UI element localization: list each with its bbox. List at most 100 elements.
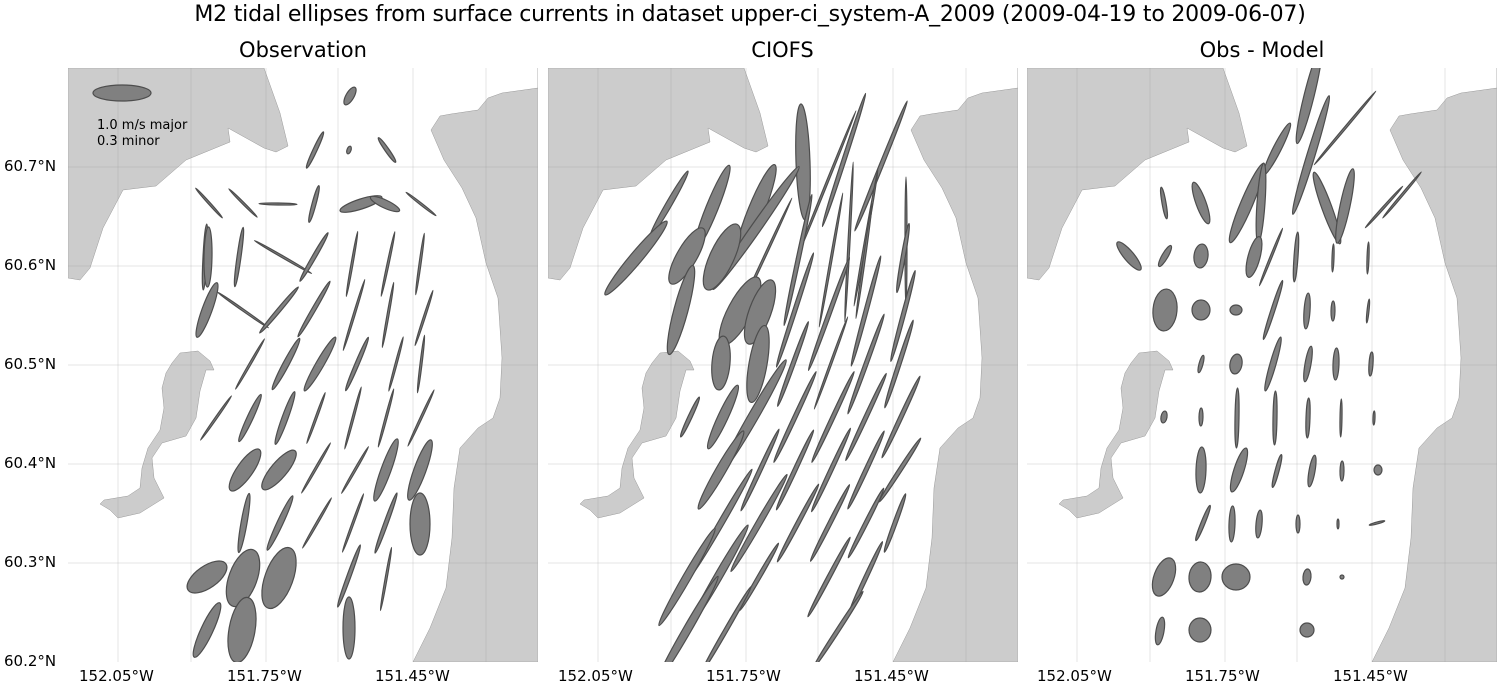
tidal-ellipse (809, 484, 851, 562)
y-tick-60-3: 60.3°N (4, 553, 57, 571)
tidal-ellipse (881, 375, 921, 459)
map-panel-ciofs (548, 68, 1018, 662)
tidal-ellipse (228, 188, 258, 218)
land-island (1058, 350, 1174, 519)
tidal-ellipse (1302, 568, 1312, 586)
tidal-ellipse (233, 226, 245, 288)
tidal-ellipse (884, 319, 914, 409)
tidal-ellipse (195, 282, 219, 338)
panel-title-obs-minus-model: Obs - Model (1199, 38, 1325, 62)
land-northwest (68, 68, 289, 281)
tidal-ellipse (203, 226, 213, 288)
x-tick-152-05-p2: 152.05°W (558, 667, 633, 685)
tidal-ellipse (1339, 574, 1345, 580)
tidal-ellipse (706, 384, 740, 450)
tidal-ellipse (1116, 241, 1142, 271)
x-tick-151-75-p1: 151.75°W (227, 667, 302, 685)
tidal-ellipse (194, 187, 224, 219)
tidal-ellipse (1313, 90, 1377, 166)
legend-ellipse (92, 84, 152, 102)
tidal-ellipse (369, 195, 401, 213)
tidal-ellipse (258, 202, 298, 206)
tidal-ellipse (775, 252, 815, 368)
tidal-ellipse (658, 527, 716, 627)
tidal-ellipse (1151, 557, 1177, 597)
tidal-ellipse (259, 286, 299, 334)
tidal-ellipse (253, 239, 313, 275)
y-tick-60-5: 60.5°N (4, 355, 57, 373)
tidal-ellipse (199, 395, 233, 441)
y-tick-60-4: 60.4°N (4, 454, 57, 472)
tidal-ellipse (299, 232, 329, 282)
tidal-ellipse (305, 131, 325, 169)
tidal-ellipse (1160, 410, 1168, 424)
tidal-ellipse (388, 336, 404, 392)
tidal-ellipse (1272, 390, 1278, 446)
figure-title: M2 tidal ellipses from surface currents … (194, 2, 1306, 27)
tidal-ellipse (811, 371, 855, 463)
tidal-ellipse (883, 493, 907, 553)
tidal-ellipse (1195, 504, 1211, 542)
tidal-ellipse (342, 279, 366, 351)
tidal-ellipse (228, 448, 262, 492)
land-northwest (548, 68, 769, 281)
land-east-coast (892, 68, 1018, 662)
tidal-ellipse (1154, 616, 1166, 646)
tidal-ellipse (336, 544, 362, 608)
tidal-ellipse (192, 602, 222, 658)
tidal-ellipse (227, 596, 257, 662)
land-east-coast (1371, 68, 1497, 662)
tidal-ellipse (380, 231, 396, 297)
land-east-coast (412, 68, 538, 662)
tidal-ellipse (1295, 514, 1301, 534)
tidal-ellipse (807, 536, 851, 618)
tidal-ellipse (854, 100, 908, 232)
x-tick-151-45-p1: 151.45°W (375, 667, 450, 685)
x-tick-151-45-p3: 151.45°W (1333, 667, 1408, 685)
tidal-ellipse (342, 596, 356, 660)
tidal-ellipse (271, 337, 301, 391)
tidal-ellipse (377, 388, 395, 448)
tidal-ellipse (1292, 231, 1300, 283)
tidal-ellipse (890, 269, 916, 363)
x-tick-151-45-p2: 151.45°W (854, 667, 929, 685)
tidal-ellipse (374, 492, 398, 554)
land-northwest (1027, 68, 1248, 281)
tidal-ellipse (1305, 397, 1311, 439)
tidal-ellipse (1366, 241, 1370, 275)
tidal-ellipse (1312, 171, 1342, 245)
tidal-ellipse (776, 483, 820, 563)
tidal-ellipse (346, 145, 352, 155)
tidal-ellipse (850, 255, 882, 367)
legend-minor-label: 0.3 minor (97, 134, 160, 149)
map-panel-observation (68, 68, 538, 662)
tidal-ellipse (783, 193, 813, 327)
tidal-ellipse (416, 334, 426, 394)
tidal-ellipse (1291, 95, 1331, 215)
tidal-ellipse (1157, 244, 1173, 268)
tidal-ellipse (807, 257, 851, 371)
tidal-ellipse (700, 586, 752, 662)
x-tick-151-75-p2: 151.75°W (706, 667, 781, 685)
tidal-ellipse (409, 492, 431, 556)
tidal-ellipse (812, 590, 864, 662)
land-island (99, 350, 215, 519)
tidal-ellipse (810, 427, 852, 513)
tidal-ellipse (261, 449, 297, 491)
tidal-ellipse (847, 430, 885, 510)
tidal-ellipse (1255, 509, 1263, 539)
map-canvas (1027, 68, 1497, 662)
tidal-ellipse (1335, 168, 1355, 244)
tidal-ellipse (1152, 288, 1178, 332)
tidal-ellipse (730, 473, 788, 573)
tidal-ellipse (668, 227, 706, 285)
tidal-ellipse (1262, 279, 1284, 341)
tidal-ellipse (1373, 464, 1383, 476)
tidal-ellipse (1229, 353, 1243, 375)
y-tick-60-6: 60.6°N (4, 256, 57, 274)
tidal-ellipse (297, 280, 331, 338)
tidal-ellipse (740, 428, 780, 512)
tidal-ellipse (234, 338, 266, 390)
tidal-ellipse (414, 289, 434, 347)
tidal-ellipse (266, 495, 294, 551)
